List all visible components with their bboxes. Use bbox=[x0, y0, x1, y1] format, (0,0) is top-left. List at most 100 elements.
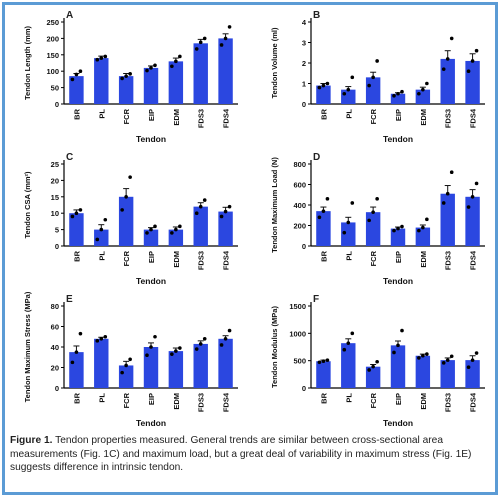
y-tick-label: 500 bbox=[293, 357, 306, 366]
y-tick-label: 0 bbox=[55, 100, 59, 109]
bar bbox=[218, 38, 233, 104]
x-tick-label: EDM bbox=[172, 251, 181, 268]
y-tick-label: 100 bbox=[46, 67, 59, 76]
data-point bbox=[103, 217, 108, 222]
data-point bbox=[219, 43, 224, 47]
data-point bbox=[392, 94, 396, 98]
x-axis-label: Tendon bbox=[136, 418, 166, 428]
data-point bbox=[425, 217, 429, 222]
bar bbox=[390, 228, 406, 246]
data-point bbox=[70, 214, 75, 219]
data-point bbox=[474, 48, 479, 53]
data-point bbox=[78, 69, 83, 73]
chart-panel-a: A 0 50 100 150 200 250 Tendon Length (mm) BR PL FC… bbox=[23, 10, 238, 144]
data-point bbox=[441, 361, 446, 365]
y-tick-label: 15 bbox=[51, 193, 59, 202]
y-tick-label: 50 bbox=[51, 84, 59, 93]
chart-panel-b: B 0 1 2 3 4 Tendon Volume (ml) BR PL FCR EIP EDM FDS… bbox=[270, 10, 485, 144]
x-tick-label: EDM bbox=[419, 251, 428, 268]
y-tick-label: 250 bbox=[46, 18, 59, 27]
y-axis-label: Tendon Maximum Load (N) bbox=[270, 157, 279, 253]
panel-letter: F bbox=[313, 294, 319, 305]
bar bbox=[69, 76, 84, 104]
bar bbox=[118, 76, 134, 104]
data-point bbox=[346, 220, 351, 225]
data-point bbox=[342, 347, 347, 352]
bar bbox=[316, 361, 331, 388]
data-point bbox=[400, 224, 404, 229]
data-point bbox=[170, 352, 174, 356]
bar bbox=[465, 60, 480, 104]
bar bbox=[69, 213, 84, 246]
data-point bbox=[227, 25, 232, 29]
x-axis-label: Tendon bbox=[136, 276, 166, 286]
x-tick-label: FCR bbox=[122, 250, 131, 266]
x-tick-label: FDS3 bbox=[197, 251, 206, 270]
x-tick-label: FDS4 bbox=[222, 250, 231, 270]
y-tick-label: 20 bbox=[51, 176, 59, 185]
data-point bbox=[124, 363, 128, 368]
data-point bbox=[149, 345, 153, 349]
x-tick-label: FDS3 bbox=[444, 251, 453, 270]
y-tick-label: 1 bbox=[302, 80, 306, 89]
y-tick-label: 80 bbox=[51, 302, 59, 311]
bar bbox=[365, 212, 381, 246]
x-tick-label: FCR bbox=[122, 392, 131, 408]
caption-label: Figure 1. bbox=[10, 435, 53, 446]
data-point bbox=[445, 191, 450, 196]
x-tick-label: EIP bbox=[147, 393, 156, 405]
y-tick-label: 800 bbox=[293, 160, 306, 169]
data-point bbox=[153, 63, 157, 68]
y-tick-label: 10 bbox=[51, 209, 59, 218]
x-tick-label: EIP bbox=[394, 109, 403, 121]
x-tick-label: BR bbox=[72, 250, 81, 261]
bar bbox=[415, 89, 431, 104]
x-tick-label: PL bbox=[344, 393, 353, 403]
x-tick-label: FDS4 bbox=[469, 392, 478, 412]
bar bbox=[365, 366, 381, 388]
y-tick-label: 0 bbox=[302, 100, 306, 109]
data-point bbox=[78, 208, 83, 212]
bar bbox=[193, 343, 208, 388]
data-point bbox=[317, 215, 322, 220]
x-tick-label: BR bbox=[72, 392, 81, 403]
bar bbox=[341, 222, 356, 246]
data-point bbox=[350, 331, 355, 336]
bar bbox=[94, 229, 109, 246]
x-tick-label: BR bbox=[319, 392, 328, 403]
bar bbox=[193, 43, 208, 104]
chart-panel-d: D 0 200 400 600 800 Tendon Maximum Load (N) BR P… bbox=[270, 152, 485, 286]
x-tick-label: PL bbox=[97, 393, 106, 403]
data-point bbox=[392, 228, 396, 233]
data-point bbox=[124, 195, 128, 199]
data-point bbox=[321, 209, 326, 213]
bar bbox=[168, 61, 184, 104]
x-tick-label: FDS4 bbox=[222, 108, 231, 128]
data-point bbox=[128, 175, 132, 179]
y-tick-label: 200 bbox=[46, 34, 59, 43]
data-point bbox=[223, 209, 228, 214]
data-point bbox=[174, 349, 178, 353]
data-point bbox=[449, 354, 454, 359]
figure-caption: Figure 1. Tendon properties measured. Ge… bbox=[10, 434, 486, 475]
bar bbox=[118, 196, 134, 246]
bar bbox=[193, 206, 208, 246]
bar bbox=[69, 352, 84, 388]
x-tick-label: BR bbox=[319, 108, 328, 119]
data-point bbox=[194, 347, 199, 351]
data-point bbox=[350, 75, 355, 80]
y-axis-label: Tendon Volume (ml) bbox=[270, 27, 279, 98]
data-point bbox=[145, 68, 149, 73]
data-point bbox=[371, 364, 375, 369]
data-point bbox=[74, 211, 79, 215]
data-point bbox=[153, 334, 157, 339]
data-point bbox=[321, 359, 326, 364]
y-tick-label: 20 bbox=[51, 364, 59, 373]
x-tick-label: FCR bbox=[369, 108, 378, 124]
data-point bbox=[449, 170, 454, 174]
data-point bbox=[174, 227, 178, 232]
data-point bbox=[321, 83, 326, 88]
y-tick-label: 200 bbox=[293, 222, 306, 231]
y-tick-label: 150 bbox=[46, 51, 59, 60]
data-point bbox=[466, 365, 471, 370]
